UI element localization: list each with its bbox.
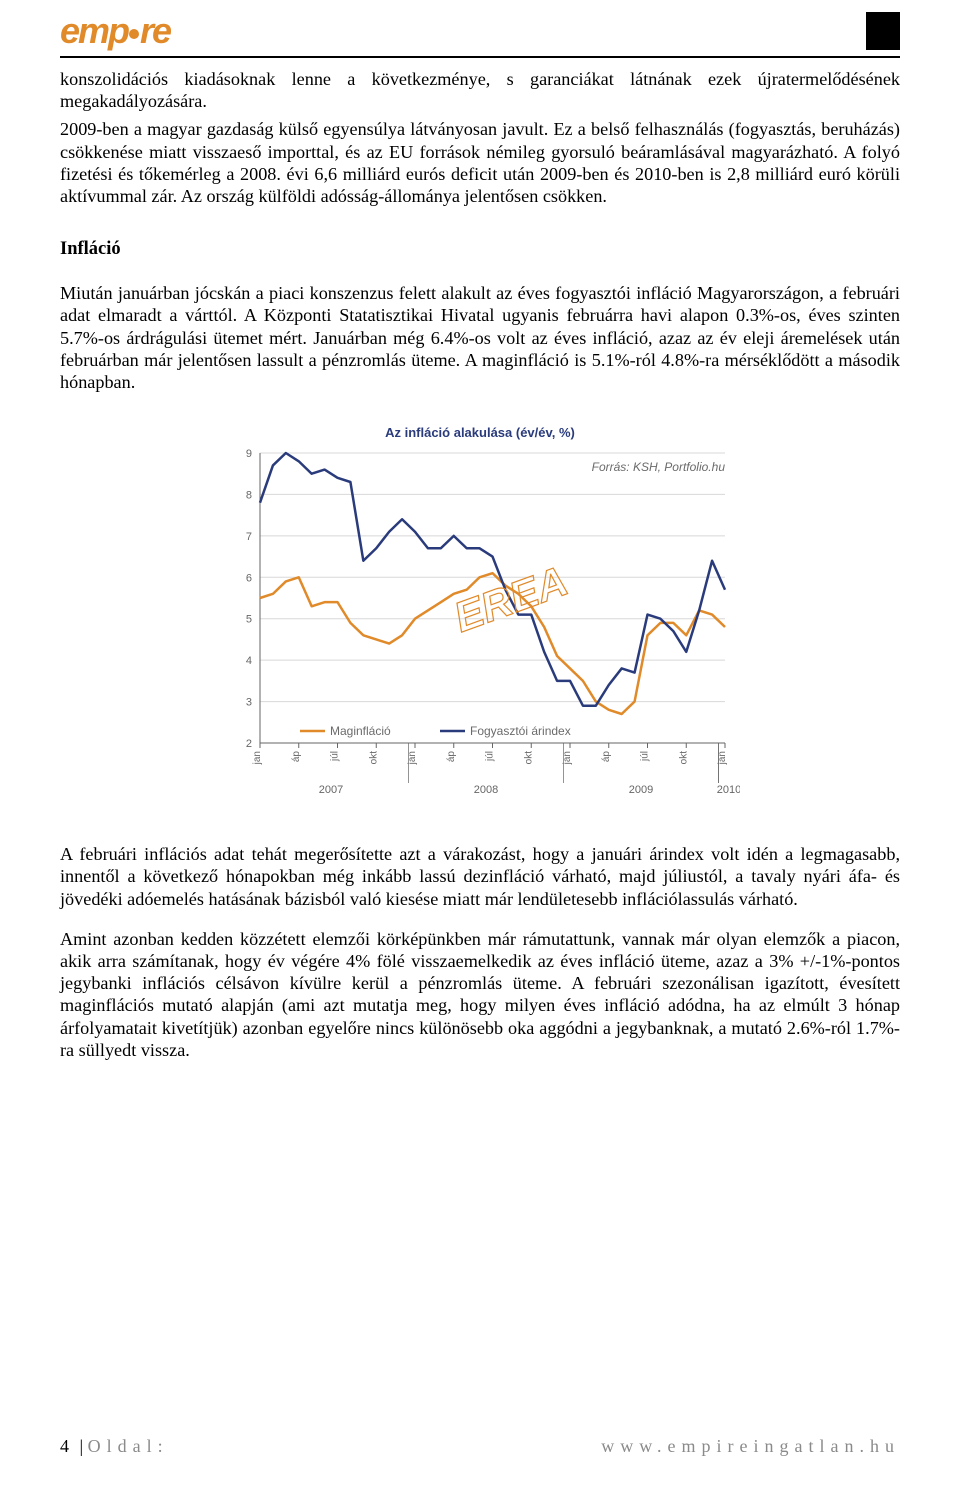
- svg-text:6: 6: [246, 573, 252, 585]
- svg-text:okt: okt: [523, 751, 534, 765]
- svg-text:áp: áp: [601, 751, 612, 763]
- footer-page: 4 | Oldal:: [60, 1436, 169, 1457]
- paragraph-2: 2009-ben a magyar gazdaság külső egyensú…: [60, 118, 900, 207]
- logo-text: emp: [60, 10, 128, 52]
- header-black-box: [866, 12, 900, 50]
- page-footer: 4 | Oldal: www.empireingatlan.hu: [60, 1436, 900, 1457]
- paragraph-3: Miután januárban jócskán a piaci konszen…: [60, 282, 900, 393]
- logo-dot-icon: [129, 29, 139, 39]
- svg-text:Maginfláció: Maginfláció: [330, 724, 391, 738]
- footer-page-word: Oldal:: [88, 1436, 169, 1456]
- svg-text:áp: áp: [291, 751, 302, 763]
- svg-text:9: 9: [246, 448, 252, 460]
- svg-text:jan: jan: [562, 751, 573, 765]
- logo: empre: [60, 10, 170, 52]
- svg-text:Fogyasztói árindex: Fogyasztói árindex: [470, 724, 571, 738]
- svg-text:júl: júl: [640, 751, 651, 762]
- paragraph-1: konszolidációs kiadásoknak lenne a követ…: [60, 68, 900, 112]
- svg-text:2007: 2007: [319, 784, 343, 796]
- svg-text:4: 4: [246, 655, 252, 667]
- svg-text:2009: 2009: [629, 784, 653, 796]
- svg-text:2010: 2010: [717, 784, 740, 796]
- svg-text:okt: okt: [678, 751, 689, 765]
- inflation-chart-svg: Az infláció alakulása (év/év, %) Forrás: …: [220, 423, 740, 803]
- paragraph-5: Amint azonban kedden közzétett elemzői k…: [60, 928, 900, 1061]
- svg-text:5: 5: [246, 614, 252, 626]
- section-title-inflacio: Infláció: [60, 239, 900, 260]
- svg-text:3: 3: [246, 697, 252, 709]
- footer-url: www.empireingatlan.hu: [601, 1436, 900, 1457]
- svg-text:jan: jan: [252, 751, 263, 765]
- svg-text:7: 7: [246, 531, 252, 543]
- svg-text:áp: áp: [446, 751, 457, 763]
- page-header: empre: [60, 0, 900, 58]
- svg-text:2008: 2008: [474, 784, 498, 796]
- svg-text:Az infláció alakulása (év/év,: Az infláció alakulása (év/év, %): [385, 425, 575, 440]
- logo-text-2: re: [140, 10, 170, 52]
- svg-text:jan: jan: [407, 751, 418, 765]
- svg-text:okt: okt: [368, 751, 379, 765]
- svg-text:EREA: EREA: [448, 557, 574, 641]
- svg-text:júl: júl: [330, 751, 341, 762]
- footer-page-number: 4: [60, 1436, 75, 1456]
- paragraph-4: A februári inflációs adat tehát megerősí…: [60, 843, 900, 910]
- svg-text:8: 8: [246, 490, 252, 502]
- inflation-chart: Az infláció alakulása (év/év, %) Forrás: …: [60, 423, 900, 803]
- svg-text:júl: júl: [485, 751, 496, 762]
- svg-text:2: 2: [246, 738, 252, 750]
- svg-text:Forrás: KSH, Portfolio.hu: Forrás: KSH, Portfolio.hu: [592, 460, 726, 474]
